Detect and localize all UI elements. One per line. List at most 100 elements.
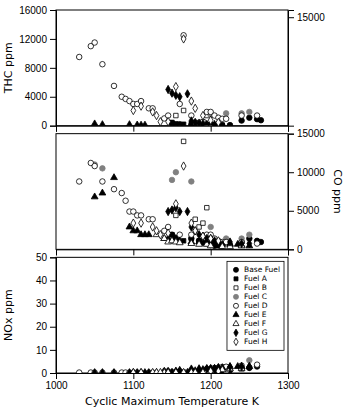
series: [166, 362, 252, 373]
point: [177, 207, 182, 215]
series: [208, 109, 252, 118]
point: [247, 109, 253, 115]
tick-label: 0: [297, 244, 303, 255]
panel: 050001000015000CO ppm: [56, 128, 344, 255]
legend-label: Fuel D: [244, 301, 268, 310]
legend-marker: [233, 267, 238, 272]
legend-label: Fuel A: [244, 274, 268, 283]
legend-marker: [234, 277, 238, 281]
legend-label: Fuel E: [244, 310, 267, 319]
tick-label: 0: [41, 368, 47, 379]
point: [150, 216, 156, 222]
point: [227, 122, 233, 125]
point: [166, 368, 171, 373]
point: [196, 240, 203, 246]
point: [169, 177, 175, 183]
point: [173, 368, 178, 373]
points: [76, 139, 263, 248]
point: [91, 369, 98, 373]
point: [173, 368, 178, 373]
point: [123, 198, 129, 204]
point: [92, 163, 98, 169]
tick-label: 10000: [297, 167, 325, 178]
legend-marker: [234, 338, 238, 345]
point: [216, 118, 221, 125]
point: [193, 217, 197, 221]
tick: [133, 126, 134, 132]
tick-mark: [288, 134, 294, 135]
legend-marker: [233, 311, 239, 316]
legend-item: Fuel C: [233, 292, 267, 301]
point: [76, 54, 82, 60]
plot-frame: [56, 10, 288, 126]
series: [174, 139, 209, 229]
legend-item: Fuel B: [234, 283, 267, 292]
legend: Base FuelFuel AFuel BFuel CFuel DFuel E F…: [227, 261, 284, 350]
point: [258, 117, 264, 123]
point: [247, 362, 252, 370]
point: [201, 111, 206, 119]
plot-frame: [56, 257, 288, 373]
tick-label: 20: [36, 321, 48, 332]
point: [99, 189, 106, 195]
tick-label: 1300: [277, 380, 300, 391]
point: [138, 213, 144, 219]
legend-label: Base Fuel: [244, 265, 280, 274]
point: [176, 239, 183, 245]
tick-mark: [288, 172, 294, 173]
tick: 0: [41, 368, 56, 379]
series: [131, 35, 221, 126]
plot-frame: [56, 134, 288, 250]
tick-label: 10: [36, 345, 48, 356]
point: [193, 104, 198, 112]
tick-label: 5000: [297, 205, 320, 216]
point: [181, 162, 186, 170]
legend-item: Base Fuel: [233, 265, 280, 274]
point: [216, 237, 221, 245]
point: [181, 35, 186, 43]
tick: 5000: [288, 205, 320, 216]
point: [139, 368, 144, 373]
point: [208, 367, 213, 373]
series: [91, 120, 148, 126]
tick-mark: [288, 17, 294, 18]
tick-mark: [288, 211, 294, 212]
point: [111, 174, 118, 180]
point: [247, 232, 253, 238]
tick-mark: [50, 97, 56, 98]
point: [173, 169, 179, 175]
point: [193, 368, 198, 373]
point: [254, 113, 260, 119]
point: [201, 368, 206, 373]
point: [131, 219, 136, 227]
series: [92, 162, 252, 242]
tick-label: 8000: [25, 63, 48, 74]
tick: 1100: [123, 373, 145, 391]
tick: [211, 126, 212, 132]
point: [139, 102, 144, 110]
tick: 12000: [19, 34, 56, 45]
tick-mark: [50, 304, 56, 305]
point: [92, 40, 98, 46]
tick: 50: [36, 252, 56, 263]
point: [154, 111, 159, 119]
legend-item: Fuel H: [234, 337, 268, 346]
y-axis-title: THC ppm: [2, 42, 15, 94]
point: [188, 240, 195, 246]
tick: 8000: [25, 63, 56, 74]
tick-label: 1100: [123, 380, 145, 391]
tick: 1200: [200, 373, 223, 391]
point: [145, 231, 152, 237]
point: [76, 370, 82, 373]
point: [208, 234, 213, 242]
tick-mark: [211, 126, 212, 132]
series: [131, 367, 221, 373]
tick: 15000: [288, 12, 325, 23]
tick-label: 15000: [297, 128, 325, 139]
x-axis-title: Cyclic Maximum Temperature K: [85, 395, 260, 408]
point: [181, 368, 186, 373]
legend-item: Fuel E: [233, 310, 267, 319]
point: [201, 232, 206, 240]
y2-axis-line: [289, 11, 295, 127]
point: [254, 241, 260, 247]
